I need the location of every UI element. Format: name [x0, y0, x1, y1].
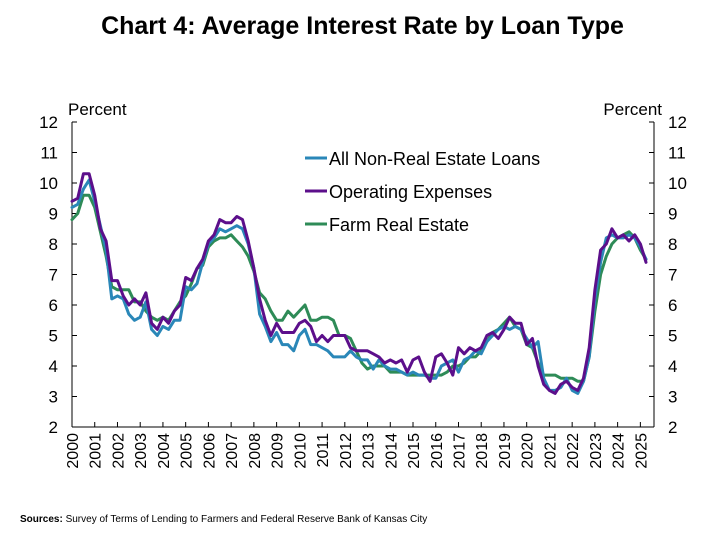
y-tick-label-right: 7: [668, 266, 677, 285]
x-tick-label: 2003: [133, 433, 150, 469]
legend-label: All Non-Real Estate Loans: [329, 149, 540, 169]
y-tick-label-right: 5: [668, 327, 677, 346]
x-tick-label: 2013: [361, 433, 378, 469]
x-tick-label: 2008: [247, 433, 264, 469]
x-tick-label: 2014: [383, 433, 400, 469]
y-tick-label-right: 6: [668, 296, 677, 315]
x-tick-label: 2002: [110, 433, 127, 469]
series-line-all-non-real-estate-loans: [70, 178, 648, 395]
source-text: Survey of Terms of Lending to Farmers an…: [62, 514, 428, 525]
x-tick-label: 2005: [179, 433, 196, 469]
y-tick-label-right: 9: [668, 205, 677, 224]
x-tick-label: 2025: [633, 433, 650, 469]
legend-label: Operating Expenses: [329, 182, 492, 202]
x-tick-label: 2004: [156, 433, 173, 469]
legend-label: Farm Real Estate: [329, 215, 469, 235]
axes: 2 2 3 3 4 4 5 5 6 6 7 7 8 8 9 9 10 10 11 11 12 12 2000 2001 2002…: [39, 113, 687, 469]
source-note: Sources: Survey of Terms of Lending to F…: [20, 514, 427, 525]
chart-title: Chart 4: Average Interest Rate by Loan T…: [101, 12, 624, 40]
x-tick-label: 2009: [270, 433, 287, 469]
right-axis-label: Percent: [603, 100, 662, 119]
y-tick-label-right: 10: [668, 174, 687, 193]
x-tick-label: 2023: [588, 433, 605, 469]
y-tick-label-left: 2: [49, 418, 58, 437]
y-tick-label-right: 2: [668, 418, 677, 437]
y-tick-label-left: 12: [39, 113, 58, 132]
x-tick-label: 2018: [474, 433, 491, 469]
x-tick-label: 2022: [565, 433, 582, 469]
y-tick-label-right: 12: [668, 113, 687, 132]
series-line-operating-expenses: [70, 172, 648, 395]
x-tick-label: 2021: [542, 433, 559, 469]
x-tick-label: 2016: [429, 433, 446, 469]
y-tick-label-left: 3: [49, 388, 58, 407]
left-axis-label: Percent: [68, 100, 127, 119]
y-tick-label-left: 7: [49, 266, 58, 285]
legend: All Non-Real Estate Loans Operating Expen…: [305, 149, 540, 235]
x-tick-label: 2011: [315, 433, 332, 468]
x-tick-label: 2001: [88, 433, 105, 469]
x-tick-label: 2000: [65, 433, 82, 469]
y-tick-label-left: 6: [49, 296, 58, 315]
y-tick-label-right: 4: [668, 357, 677, 376]
x-tick-label: 2012: [338, 433, 355, 469]
x-tick-label: 2020: [520, 433, 537, 469]
x-tick-label: 2019: [497, 433, 514, 469]
y-tick-label-left: 11: [40, 144, 58, 163]
y-tick-label-left: 10: [39, 174, 58, 193]
y-tick-label-left: 9: [49, 205, 58, 224]
series-lines: [70, 172, 648, 395]
x-tick-label: 2024: [611, 433, 628, 469]
x-tick-label: 2006: [201, 433, 218, 469]
x-tick-label: 2017: [451, 433, 468, 469]
y-tick-label-right: 11: [668, 144, 686, 163]
x-tick-label: 2015: [406, 433, 423, 469]
y-tick-label-left: 5: [49, 327, 58, 346]
y-tick-label-right: 8: [668, 235, 677, 254]
y-tick-label-right: 3: [668, 388, 677, 407]
x-tick-label: 2010: [292, 433, 309, 469]
y-tick-label-left: 8: [49, 235, 58, 254]
x-tick-label: 2007: [224, 433, 241, 469]
source-label: Sources:: [20, 514, 63, 525]
y-tick-label-left: 4: [49, 357, 58, 376]
